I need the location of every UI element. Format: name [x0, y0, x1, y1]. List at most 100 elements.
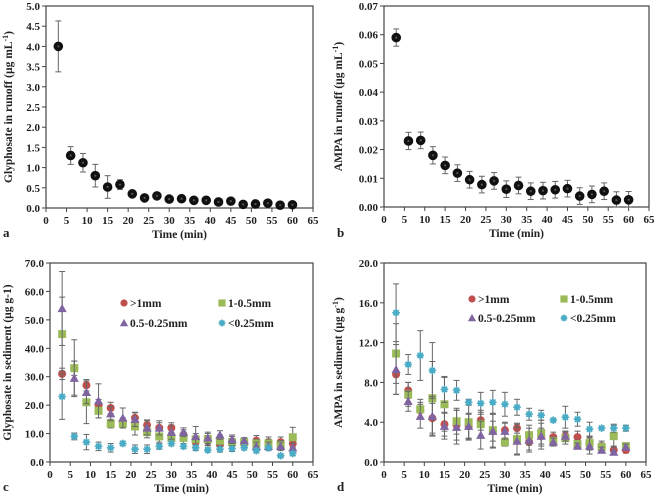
y-tick-label: 16.0	[359, 298, 379, 310]
data-point-ray	[453, 387, 460, 394]
panel-c: 0 5 10 15 20 25 30 35 40 45 50 55 60 65 0.0 10.0 20.0 30.…	[2, 258, 319, 495]
data-point-ray	[240, 444, 248, 452]
data-point-highlight	[229, 200, 232, 203]
x-tick-label: 30	[166, 469, 178, 481]
x-tick-label: 50	[247, 469, 259, 481]
panel-letter: c	[3, 479, 9, 494]
data-point	[288, 433, 297, 442]
x-tick-label: 55	[266, 215, 278, 227]
legend: >1mm 1-0.5mm 0.5-0.25mm <0.25mm	[119, 298, 274, 330]
x-tick-label: 15	[102, 215, 114, 227]
data-point-ray	[489, 399, 497, 406]
x-tick-label: 45	[225, 215, 237, 227]
data-point	[93, 396, 104, 405]
data-point-ray	[131, 445, 139, 453]
data-point	[166, 427, 176, 436]
data-point	[203, 433, 213, 442]
y-tick-label: 40.0	[25, 343, 45, 355]
data-point-ray	[143, 445, 151, 453]
x-tick-label: 25	[146, 469, 158, 481]
y-axis-label-sup: -1	[1, 35, 10, 42]
data-point	[154, 423, 164, 432]
data-point-highlight	[205, 199, 208, 202]
data-point-ray	[429, 367, 436, 374]
data-point	[239, 436, 249, 445]
data-point	[142, 423, 152, 432]
legend-marker	[218, 299, 226, 307]
data-point-ray	[83, 438, 90, 446]
data-point-highlight	[279, 204, 282, 207]
x-tick-label: 25	[480, 214, 492, 226]
data-point	[621, 442, 631, 451]
panel-d: 0 5 10 15 20 25 30 35 40 45 50 55 60 65 0.0 4.0 8.0 12.0 1…	[331, 258, 652, 495]
data-point-ray	[550, 416, 557, 424]
legend-item: >1mm	[120, 298, 162, 310]
x-tick-label: 30	[499, 469, 511, 481]
series-0-25mm	[392, 283, 630, 437]
data-point-highlight	[407, 139, 410, 143]
data-point-ray	[216, 445, 224, 453]
x-tick-label: 65	[641, 469, 653, 481]
data-point-highlight	[131, 192, 134, 195]
data-point-ray	[289, 450, 297, 457]
data-point	[130, 414, 140, 424]
x-tick-label: 65	[308, 469, 320, 481]
data-point-highlight	[468, 178, 471, 181]
legend-label: >1mm	[130, 298, 162, 310]
x-tick-label: 20	[459, 469, 471, 481]
y-tick-label: 30.0	[25, 372, 45, 384]
data-point-highlight	[627, 198, 630, 201]
data-point	[500, 438, 509, 447]
data-point-highlight	[192, 199, 195, 202]
data-point	[584, 441, 595, 450]
x-tick-label: 25	[143, 215, 155, 227]
data-point	[609, 447, 619, 456]
legend-label: <0.25mm	[570, 313, 616, 325]
y-tick-label: 60.0	[25, 286, 45, 298]
data-point	[391, 364, 401, 374]
data-point-ray	[404, 361, 412, 368]
data-point-highlight	[419, 139, 422, 142]
data-point-ray	[598, 424, 605, 432]
data-point-ray	[562, 413, 569, 421]
data-point-highlight	[106, 185, 109, 189]
x-tick-label: 10	[85, 469, 97, 481]
x-tick-label: 40	[206, 469, 218, 481]
data-point	[276, 441, 286, 451]
data-point-highlight	[517, 184, 520, 187]
data-point-ray	[204, 446, 212, 454]
data-point	[179, 433, 188, 442]
legend-marker	[468, 295, 476, 303]
series-0-25mm	[58, 373, 297, 460]
x-tick-label: 35	[521, 214, 533, 226]
data-point	[451, 422, 462, 431]
y-tick-label: 0.00	[359, 202, 379, 214]
data-point	[439, 421, 450, 430]
data-point-ray	[180, 443, 187, 450]
y-tick-label: 1.0	[26, 163, 40, 175]
y-tick-label: 0.01	[359, 173, 378, 185]
x-tick-label: 60	[620, 469, 632, 481]
data-point-ray	[119, 440, 127, 447]
data-point-highlight	[615, 199, 618, 202]
data-point-highlight	[168, 198, 171, 201]
x-tick-label: 20	[460, 214, 472, 226]
series-1mm	[58, 360, 297, 451]
x-tick-label: 25	[479, 469, 491, 481]
data-point-ray	[610, 424, 618, 432]
x-tick-label: 35	[184, 215, 196, 227]
x-tick-label: 60	[287, 469, 299, 481]
x-tick-label: 15	[440, 214, 452, 226]
y-axis-label: AMPA in runoff (µg mL-1)	[331, 42, 345, 172]
data-point	[118, 413, 128, 422]
x-tick-label: 55	[267, 469, 279, 481]
y-tick-label: 1.5	[26, 142, 40, 154]
data-point	[81, 387, 92, 397]
legend-label: 0.5-0.25mm	[478, 313, 536, 325]
legend-marker	[120, 299, 128, 307]
legend-item: <0.25mm	[560, 313, 616, 325]
x-tick-label: 0	[381, 469, 387, 481]
data-point-ray	[501, 401, 509, 408]
y-tick-label: 50.0	[25, 315, 45, 327]
legend-item: 0.5-0.25mm	[119, 318, 188, 330]
